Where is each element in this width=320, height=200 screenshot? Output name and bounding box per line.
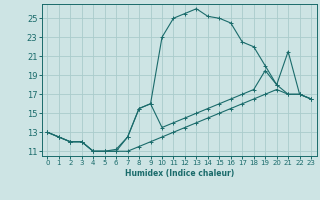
X-axis label: Humidex (Indice chaleur): Humidex (Indice chaleur) xyxy=(124,169,234,178)
